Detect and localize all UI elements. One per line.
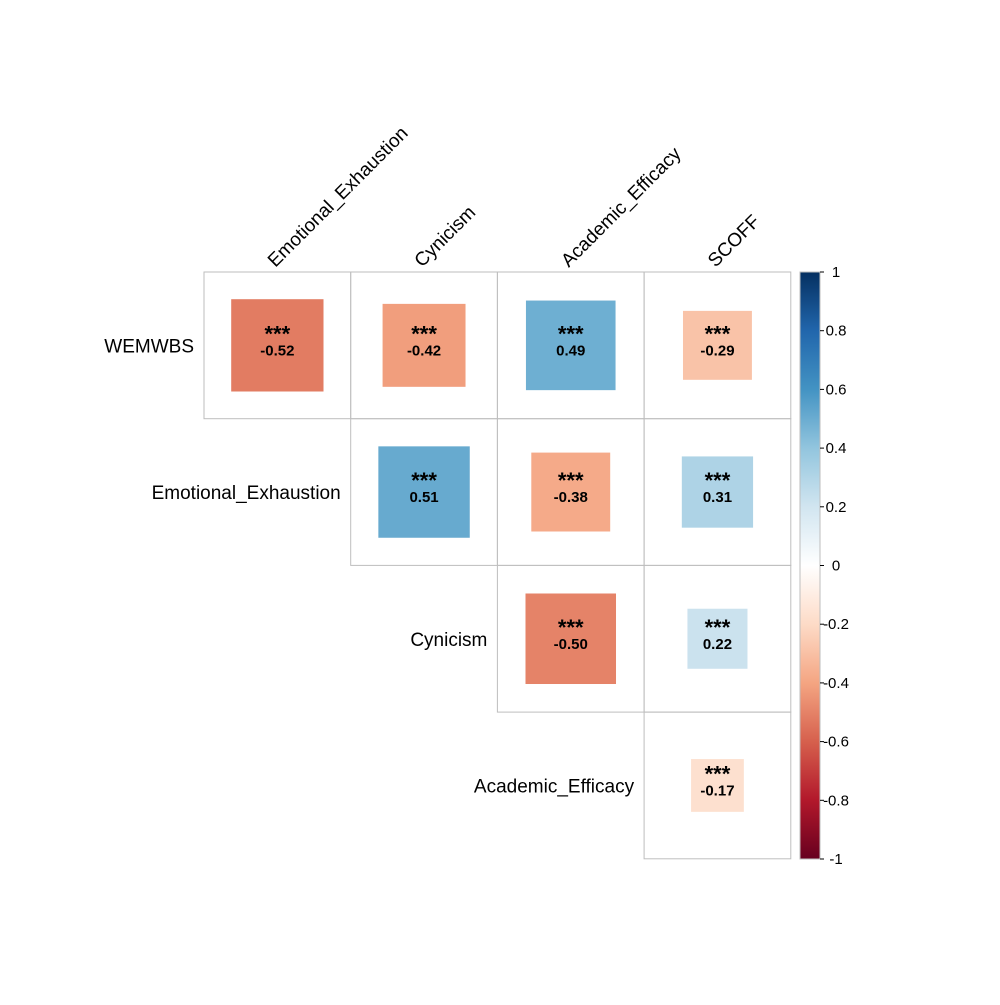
correlation-value: 0.31	[703, 489, 732, 506]
significance-stars: ***	[558, 321, 584, 346]
significance-stars: ***	[558, 468, 584, 493]
colorbar-tick-label: -0.8	[823, 792, 849, 809]
column-label: Academic_Efficacy	[557, 143, 685, 271]
row-label: Emotional_Exhaustion	[152, 483, 341, 504]
correlation-value: -0.38	[554, 489, 588, 506]
correlation-square	[378, 446, 470, 538]
correlation-value: 0.22	[703, 636, 732, 653]
significance-stars: ***	[411, 321, 437, 346]
colorbar-tick-label: -0.4	[823, 675, 849, 692]
correlation-square	[525, 300, 616, 391]
column-label: Cynicism	[411, 202, 480, 271]
column-label: SCOFF	[704, 211, 764, 271]
row-label: WEMWBS	[104, 336, 194, 357]
row-label: Cynicism	[410, 630, 487, 651]
correlation-square	[525, 593, 617, 685]
correlation-square	[682, 310, 752, 380]
correlation-square	[687, 608, 748, 669]
colorbar-tick-label: 0	[832, 558, 840, 575]
significance-stars: ***	[265, 321, 291, 346]
correlation-value: -0.52	[260, 342, 294, 359]
significance-stars: ***	[705, 468, 731, 493]
colorbar-tick-label: 0.8	[826, 323, 847, 340]
significance-stars: ***	[411, 468, 437, 493]
correlation-value: -0.29	[700, 342, 734, 359]
row-label: Academic_Efficacy	[474, 776, 635, 797]
grid-cell	[643, 711, 792, 860]
correlation-value: -0.50	[554, 636, 588, 653]
colorbar-tick-label: 0.4	[826, 440, 847, 457]
grid-layer	[203, 271, 792, 860]
correlation-square	[231, 299, 324, 392]
correlation-value: -0.17	[700, 782, 734, 799]
correlation-value: 0.49	[556, 342, 585, 359]
colorbar: 1 0.8 0.6 0.4 0.2 0 -0.2 -0.4 -0.6 -0.8 -1	[799, 264, 849, 868]
colorbar-gradient	[799, 271, 821, 860]
correlation-square	[691, 759, 744, 812]
correlation-square	[382, 303, 466, 387]
cells-layer: ***-0.52***-0.42***0.49***-0.29***0.51**…	[231, 299, 754, 812]
column-label: Emotional_Exhaustion	[264, 123, 413, 272]
significance-stars: ***	[705, 615, 731, 640]
colorbar-tick-label: 0.2	[826, 499, 847, 516]
colorbar-tick-label: 0.6	[826, 381, 847, 398]
correlation-value: -0.42	[407, 342, 441, 359]
correlation-square	[531, 452, 611, 532]
colorbar-tick-label: 1	[832, 264, 840, 281]
correlation-square	[681, 456, 754, 528]
significance-stars: ***	[705, 761, 731, 786]
significance-stars: ***	[705, 321, 731, 346]
correlation-value: 0.51	[409, 489, 438, 506]
colorbar-tick-label: -1	[829, 851, 842, 868]
colorbar-tick-label: -0.6	[823, 734, 849, 751]
significance-stars: ***	[558, 615, 584, 640]
colorbar-tick-label: -0.2	[823, 616, 849, 633]
